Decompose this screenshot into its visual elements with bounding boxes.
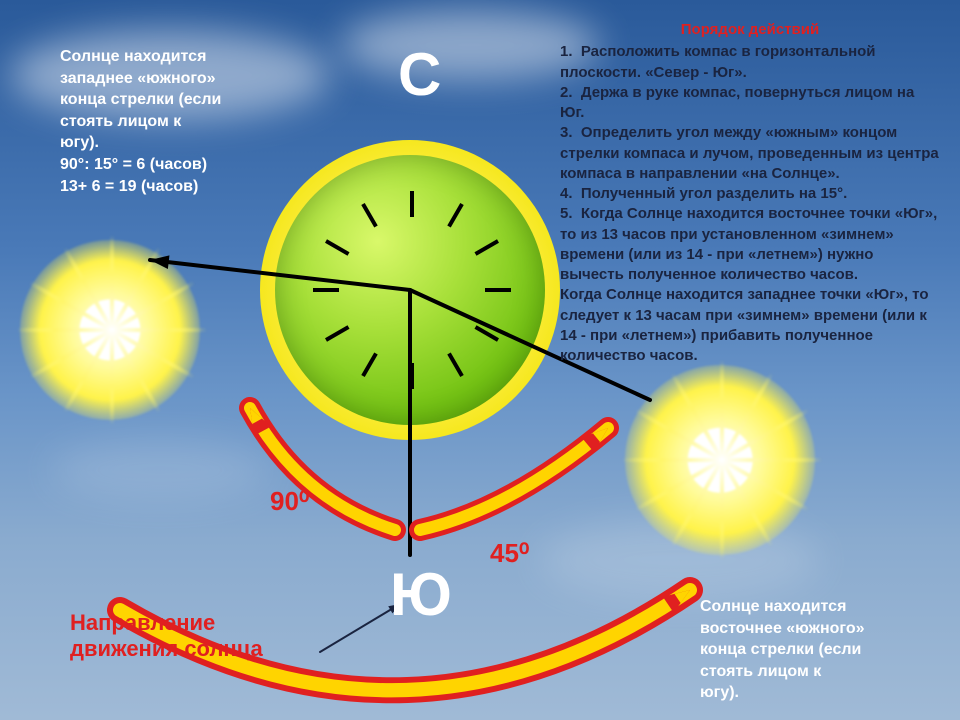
sun-east [625, 365, 815, 555]
sun-ray-icon [112, 328, 207, 332]
compass-tick [485, 288, 511, 292]
north-label: С [398, 40, 441, 109]
text-line: 90°: 15° = 6 (часов) [60, 154, 300, 176]
step-line: Когда Солнце находится западнее точки «Ю… [560, 285, 940, 366]
steps-title: Порядок действий [560, 20, 940, 40]
text-line: стоять лицом к [700, 661, 940, 683]
compass-tick [410, 363, 414, 389]
direction-caption: Направление движения солнца [70, 610, 263, 662]
steps-text-block: Порядок действий1. Расположить компас в … [560, 20, 940, 366]
step-line: 4. Полученный угол разделить на 15°. [560, 184, 940, 204]
text-line: югу). [700, 682, 940, 704]
cloud [50, 440, 270, 500]
bottom-right-text-block: Солнце находитсявосточнее «южного»конца … [700, 596, 940, 704]
sun-ray-icon [622, 458, 722, 462]
text-line: конца стрелки (если [60, 89, 300, 111]
step-line: 2. Держа в руке компас, повернуться лицо… [560, 83, 940, 124]
sun-ray-icon [18, 328, 113, 332]
sun-ray-icon [720, 460, 724, 560]
south-label: Ю [390, 560, 452, 629]
sun-ray-icon [722, 458, 822, 462]
left-text-block: Солнце находитсязападнее «южного»конца с… [60, 46, 300, 197]
sun-ray-icon [110, 236, 114, 331]
deg90-label: 90⁰ [270, 486, 309, 517]
step-line: 1. Расположить компас в горизонтальной п… [560, 42, 940, 83]
text-line: западнее «южного» [60, 68, 300, 90]
step-line: 3. Определить угол между «южным» концом … [560, 123, 940, 184]
text-line: конца стрелки (если [700, 639, 940, 661]
sun-west [20, 240, 200, 420]
text-line: Солнце находится [700, 596, 940, 618]
text-line: Солнце находится [60, 46, 300, 68]
text-line: стоять лицом к [60, 111, 300, 133]
text-line: 13+ 6 = 19 (часов) [60, 176, 300, 198]
sun-ray-icon [720, 360, 724, 460]
deg45-label: 45⁰ [490, 538, 529, 569]
text-line: югу). [60, 132, 300, 154]
compass-tick [410, 191, 414, 217]
compass-tick [313, 288, 339, 292]
text-line: восточнее «южного» [700, 618, 940, 640]
stage: С Ю 90⁰ 45⁰ Солнце находитсязападнее «юж… [0, 0, 960, 720]
step-line: 5. Когда Солнце находится восточнее точк… [560, 204, 940, 285]
sun-ray-icon [110, 330, 114, 425]
